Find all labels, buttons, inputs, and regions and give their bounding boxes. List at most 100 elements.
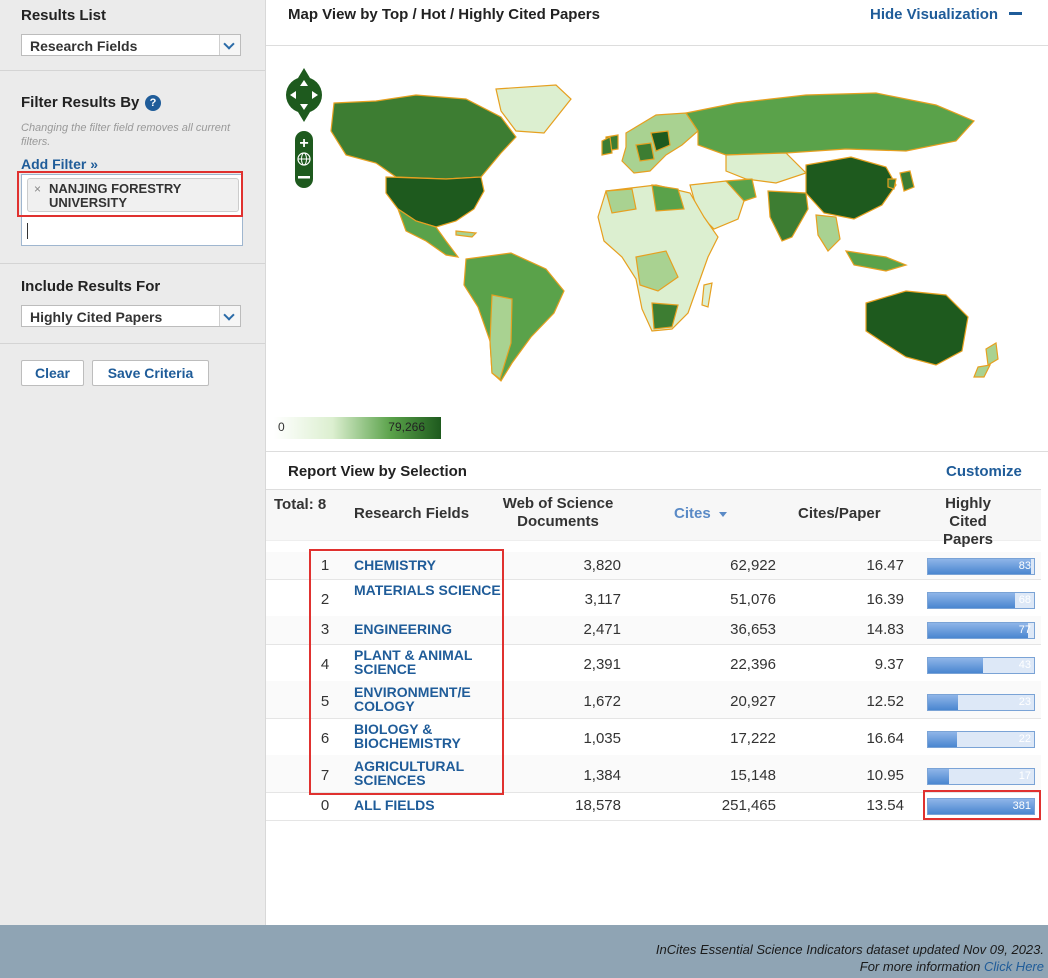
results-list-value: Research Fields [30, 38, 138, 54]
field-link[interactable]: BIOLOGY & BIOCHEMISTRY [354, 721, 461, 751]
highlight-box-total [923, 790, 1041, 820]
map-region-australia[interactable] [865, 290, 969, 366]
zoom-in-icon[interactable]: + [299, 135, 308, 152]
col-cites-per-paper[interactable]: Cites/Paper [798, 505, 881, 522]
add-filter-link[interactable]: Add Filter » [21, 156, 99, 172]
chevron-down-icon[interactable] [219, 306, 240, 326]
row-docs: 3,820 [583, 557, 621, 574]
field-link[interactable]: PLANT & ANIMAL SCIENCE [354, 647, 473, 677]
footer-dataset-note: InCites Essential Science Indicators dat… [655, 942, 1044, 957]
legend-min: 0 [278, 420, 285, 434]
remove-filter-icon[interactable]: × [34, 182, 42, 196]
row-cites-per-paper: 13.54 [866, 797, 904, 814]
hcp-bar-fill [928, 658, 983, 673]
field-link[interactable]: ALL FIELDS [354, 797, 435, 813]
map-region-greenland[interactable] [495, 84, 572, 134]
col-cites-label: Cites [674, 505, 711, 522]
row-cites-per-paper: 16.64 [866, 730, 904, 747]
map-region-india[interactable] [767, 190, 809, 242]
hcp-bar[interactable]: 22 [927, 731, 1035, 748]
footer-more-info: For more information Click Here [860, 959, 1044, 974]
hcp-bar-fill [928, 732, 957, 747]
hcp-bar-fill [928, 799, 1034, 814]
world-map[interactable] [306, 81, 1006, 401]
hcp-bar-value: 77 [1018, 624, 1031, 636]
hcp-bar[interactable]: 83 [927, 558, 1035, 575]
hide-visualization-link[interactable]: Hide Visualization [870, 6, 999, 23]
results-list-section: Results List Research Fields [0, 0, 265, 71]
minus-icon[interactable] [1009, 12, 1022, 15]
save-criteria-button[interactable]: Save Criteria [92, 360, 209, 386]
main-panel: Map View by Top / Hot / Highly Cited Pap… [266, 0, 1048, 925]
row-cites: 62,922 [730, 557, 776, 574]
sort-desc-icon[interactable] [718, 510, 728, 518]
row-rank: 6 [320, 730, 330, 747]
hcp-bar[interactable]: 68 [927, 592, 1035, 609]
map-region-usa[interactable] [385, 176, 485, 228]
hcp-bar-value: 17 [1018, 770, 1031, 782]
field-link[interactable]: CHEMISTRY [354, 557, 436, 573]
field-link[interactable]: ENVIRONMENT/E COLOGY [354, 684, 471, 714]
row-cites-per-paper: 14.83 [866, 621, 904, 638]
pan-control[interactable] [286, 77, 322, 113]
row-rank: 1 [320, 557, 330, 574]
row-docs: 2,391 [583, 656, 621, 673]
row-docs: 2,471 [583, 621, 621, 638]
hcp-bar[interactable]: 381 [927, 798, 1035, 815]
text-cursor [27, 223, 28, 239]
map-region-mexico[interactable] [396, 207, 460, 258]
sidebar: Results List Research Fields Filter Resu… [0, 0, 266, 925]
row-cites: 17,222 [730, 730, 776, 747]
row-cites: 15,148 [730, 767, 776, 784]
filter-input-box[interactable]: × NANJING FORESTRY UNIVERSITY [21, 174, 243, 246]
row-cites: 251,465 [721, 797, 776, 814]
row-cites-per-paper: 16.47 [866, 557, 904, 574]
row-cites-per-paper: 10.95 [866, 767, 904, 784]
row-cites-per-paper: 9.37 [874, 656, 904, 673]
zoom-out-icon[interactable] [298, 176, 310, 179]
field-link[interactable]: MATERIALS SCIENCE [354, 582, 501, 598]
include-select[interactable]: Highly Cited Papers [21, 305, 241, 327]
field-link[interactable]: ENGINEERING [354, 621, 453, 637]
map-region-canada[interactable] [330, 94, 517, 180]
hcp-bar[interactable]: 77 [927, 622, 1035, 639]
help-icon[interactable]: ? [145, 95, 161, 111]
col-research-fields[interactable]: Research Fields [354, 505, 470, 522]
pan-up-icon[interactable] [298, 68, 310, 78]
col-highly-cited-papers[interactable]: Highly Cited Papers [942, 495, 994, 548]
customize-link[interactable]: Customize [946, 463, 1022, 480]
hcp-bar-fill [928, 593, 1015, 608]
hcp-bar-value: 43 [1018, 659, 1031, 671]
clear-button[interactable]: Clear [21, 360, 84, 386]
highlight-box-fields [309, 549, 504, 795]
row-rank: 7 [320, 767, 330, 784]
legend-max: 79,266 [388, 420, 425, 434]
highlight-box-filter [17, 171, 243, 217]
map-region-china[interactable] [805, 156, 897, 220]
pan-down-icon[interactable] [298, 112, 310, 122]
map-view[interactable]: + [266, 45, 1048, 452]
chevron-down-icon[interactable] [219, 35, 240, 55]
results-list-select[interactable]: Research Fields [21, 34, 241, 56]
include-value: Highly Cited Papers [30, 309, 163, 325]
hcp-bar[interactable]: 17 [927, 768, 1035, 785]
row-docs: 3,117 [584, 591, 621, 608]
hcp-bar-fill [928, 559, 1031, 574]
total-label: Total: 8 [274, 496, 327, 513]
table-row: 4 PLANT & ANIMAL SCIENCE 2,391 22,396 9.37 43 [266, 644, 1041, 682]
footer-click-here-link[interactable]: Click Here [984, 959, 1044, 974]
col-cites[interactable]: Cites [674, 505, 728, 523]
hcp-bar[interactable]: 43 [927, 657, 1035, 674]
hcp-bar-value: 68 [1018, 594, 1031, 606]
hcp-bar[interactable]: 23 [927, 694, 1035, 711]
row-rank: 0 [320, 797, 330, 814]
table-header: Total: 8 Research Fields Web of Science … [266, 489, 1041, 548]
row-cites-per-paper: 12.52 [866, 693, 904, 710]
include-section: Include Results For Highly Cited Papers [0, 263, 265, 344]
map-region-south-america[interactable] [463, 252, 565, 382]
map-controls[interactable]: + [284, 66, 328, 190]
col-wos-documents[interactable]: Web of Science Documents [502, 495, 614, 530]
map-region-russia[interactable] [685, 92, 976, 156]
row-cites: 51,076 [730, 591, 776, 608]
field-link[interactable]: AGRICULTURAL SCIENCES [354, 758, 464, 788]
